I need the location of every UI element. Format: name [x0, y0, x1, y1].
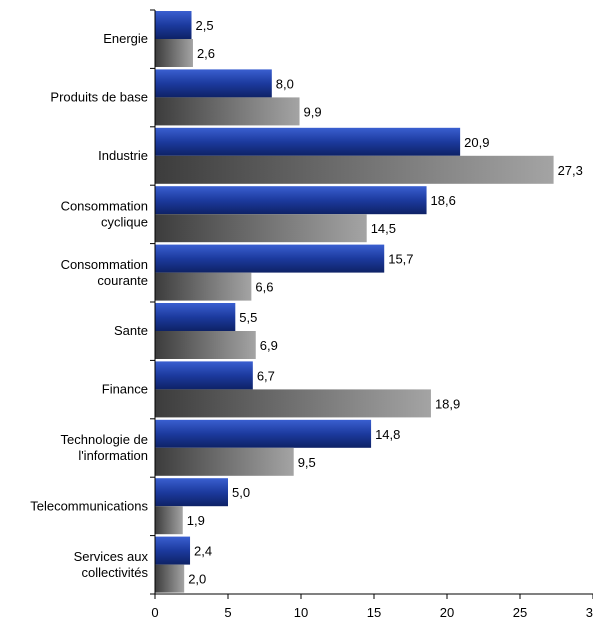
- bar: [155, 155, 554, 184]
- bar: [155, 303, 236, 331]
- data-label: 15,7: [388, 252, 413, 267]
- bar: [155, 127, 461, 156]
- data-label: 2,6: [197, 46, 215, 61]
- category-label: Telecommunications: [30, 498, 148, 513]
- bar: [155, 97, 300, 126]
- data-label: 27,3: [558, 163, 583, 178]
- category-label: courante: [97, 273, 148, 288]
- data-label: 1,9: [187, 513, 205, 528]
- category-label: Energie: [103, 31, 148, 46]
- category-label: Industrie: [98, 148, 148, 163]
- data-label: 5,0: [232, 485, 250, 500]
- category-label: Technologie de: [61, 432, 148, 447]
- x-tick-label: 25: [513, 605, 527, 620]
- bar: [155, 69, 272, 98]
- bar: [155, 478, 228, 507]
- data-label: 6,9: [260, 338, 278, 353]
- bar: [155, 389, 431, 418]
- bar: [155, 272, 252, 301]
- bar: [155, 186, 427, 215]
- category-label: l'information: [78, 448, 148, 463]
- data-label: 2,5: [196, 18, 214, 33]
- x-tick-label: 15: [367, 605, 381, 620]
- bar: [155, 564, 185, 593]
- data-label: 9,9: [304, 104, 322, 119]
- data-label: 6,6: [255, 280, 273, 295]
- bar: [155, 447, 294, 476]
- data-label: 2,0: [188, 572, 206, 587]
- x-tick-label: 0: [151, 605, 158, 620]
- bar: [155, 244, 385, 273]
- bar: [155, 419, 372, 448]
- bar: [155, 331, 256, 359]
- bar: [155, 536, 191, 565]
- bar: [155, 39, 193, 67]
- bar: [155, 506, 183, 535]
- data-label: 20,9: [464, 135, 489, 150]
- x-tick-label: 10: [294, 605, 308, 620]
- data-label: 8,0: [276, 76, 294, 91]
- data-label: 14,8: [375, 427, 400, 442]
- bar: [155, 11, 192, 39]
- data-label: 2,4: [194, 544, 212, 559]
- data-label: 18,9: [435, 396, 460, 411]
- data-label: 6,7: [257, 368, 275, 383]
- plot-area: Energie 2,5 2,6 Produits de base 8,0 9,9 Indus…: [30, 9, 593, 620]
- category-label: collectivités: [82, 565, 149, 580]
- data-label: 5,5: [239, 310, 257, 325]
- category-label: Consommation: [61, 198, 148, 213]
- data-label: 18,6: [431, 193, 456, 208]
- x-tick-label: 30: [586, 605, 593, 620]
- category-label: Consommation: [61, 257, 148, 272]
- category-label: Finance: [102, 382, 148, 397]
- x-tick-label: 5: [224, 605, 231, 620]
- category-label: Produits de base: [50, 90, 148, 105]
- bar: [155, 214, 367, 243]
- bar: [155, 361, 253, 390]
- data-label: 14,5: [371, 221, 396, 236]
- category-label: cyclique: [101, 214, 148, 229]
- data-label: 9,5: [298, 455, 316, 470]
- category-label: Services aux: [74, 549, 149, 564]
- x-tick-label: 20: [440, 605, 454, 620]
- category-label: Sante: [114, 323, 148, 338]
